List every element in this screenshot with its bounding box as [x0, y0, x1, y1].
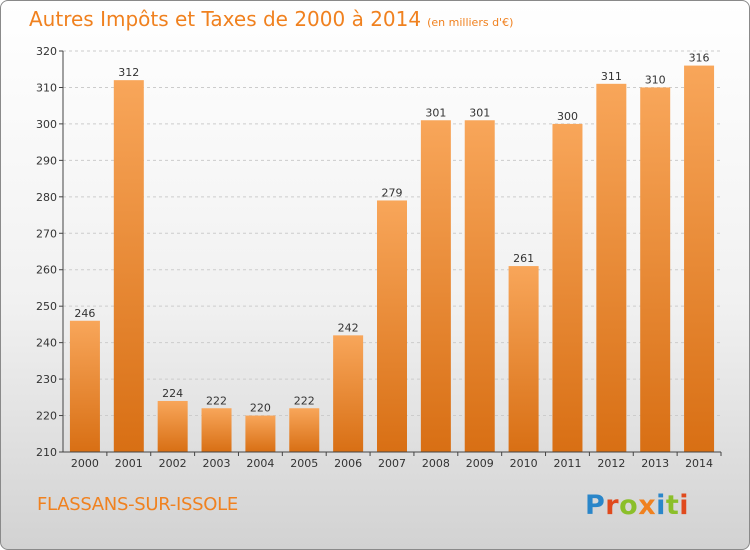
data-label-2002: 224	[162, 387, 183, 400]
y-tick-label: 280	[36, 191, 57, 204]
data-label-2011: 300	[557, 110, 578, 123]
bar-2001	[113, 80, 144, 452]
data-label-2007: 279	[382, 186, 403, 199]
y-tick-label: 310	[36, 81, 57, 94]
y-tick-label: 270	[36, 227, 57, 240]
bar-2010	[508, 266, 539, 452]
data-label-2012: 311	[601, 70, 622, 83]
bar-2014	[684, 65, 715, 452]
x-tick-label: 2008	[422, 457, 450, 470]
bar-2012	[596, 83, 627, 453]
logo-letter: i	[679, 490, 690, 521]
bar-2005	[289, 408, 320, 452]
data-label-2005: 222	[294, 394, 315, 407]
x-tick-label: 2007	[378, 457, 406, 470]
x-tick-label: 2013	[641, 457, 669, 470]
bars	[69, 65, 715, 453]
bar-2003	[201, 408, 232, 452]
x-tick-label: 2012	[597, 457, 625, 470]
x-tick-label: 2000	[71, 457, 99, 470]
y-tick-label: 220	[36, 410, 57, 423]
y-tick-label: 210	[36, 446, 57, 459]
data-label-2003: 222	[206, 394, 227, 407]
y-tick-label: 320	[36, 45, 57, 58]
chart-title-text: Autres Impôts et Taxes de 2000 à 2014	[29, 7, 422, 31]
y-tick-label: 300	[36, 118, 57, 131]
data-label-2014: 316	[689, 52, 710, 65]
x-tick-label: 2002	[159, 457, 187, 470]
y-tick-label: 240	[36, 337, 57, 350]
y-tick-label: 230	[36, 373, 57, 386]
bar-2011	[552, 123, 583, 452]
data-label-2008: 301	[425, 106, 446, 119]
chart-unit-text: (en milliers d'€)	[427, 16, 514, 29]
bar-2007	[377, 200, 407, 452]
logo-letter: P	[585, 490, 606, 521]
logo-letter: t	[665, 490, 680, 521]
x-tick-label: 2005	[290, 457, 318, 470]
logo-letter: i	[656, 490, 666, 521]
axes	[59, 50, 722, 456]
x-tick-label: 2004	[246, 457, 274, 470]
labels: 210 220 230 240 250 260 270 280 290 300 310 320 2000…	[36, 45, 713, 470]
data-label-2004: 220	[250, 402, 271, 415]
data-label-2001: 312	[118, 66, 139, 79]
logo-letter: r	[605, 490, 620, 521]
x-tick-label: 2006	[334, 457, 362, 470]
data-label-2013: 310	[645, 73, 666, 86]
y-tick-label: 250	[36, 300, 57, 313]
data-label-2009: 301	[469, 106, 490, 119]
x-tick-label: 2011	[553, 457, 581, 470]
proxiti-logo: Proxiti	[585, 490, 689, 521]
bar-2000	[69, 320, 100, 452]
data-label-2000: 246	[74, 307, 95, 320]
y-tick-label: 260	[36, 264, 57, 277]
logo-letter: o	[619, 490, 639, 521]
commune-name: FLASSANS-SUR-ISSOLE	[37, 494, 238, 515]
bar-2006	[333, 335, 364, 452]
x-tick-label: 2010	[510, 457, 538, 470]
bar-2002	[157, 400, 188, 452]
data-label-2010: 261	[513, 252, 534, 265]
data-label-2006: 242	[338, 321, 359, 334]
bar-2009	[464, 120, 495, 452]
bar-2008	[420, 120, 451, 452]
bar-2013	[640, 87, 671, 453]
x-tick-label: 2014	[685, 457, 713, 470]
bar-2004	[245, 415, 276, 452]
x-tick-label: 2001	[115, 457, 143, 470]
chart-title: Autres Impôts et Taxes de 2000 à 2014 (en…	[29, 7, 513, 31]
y-tick-label: 290	[36, 154, 57, 167]
logo-letter: x	[638, 490, 657, 521]
x-tick-label: 2003	[203, 457, 231, 470]
x-tick-label: 2009	[466, 457, 494, 470]
